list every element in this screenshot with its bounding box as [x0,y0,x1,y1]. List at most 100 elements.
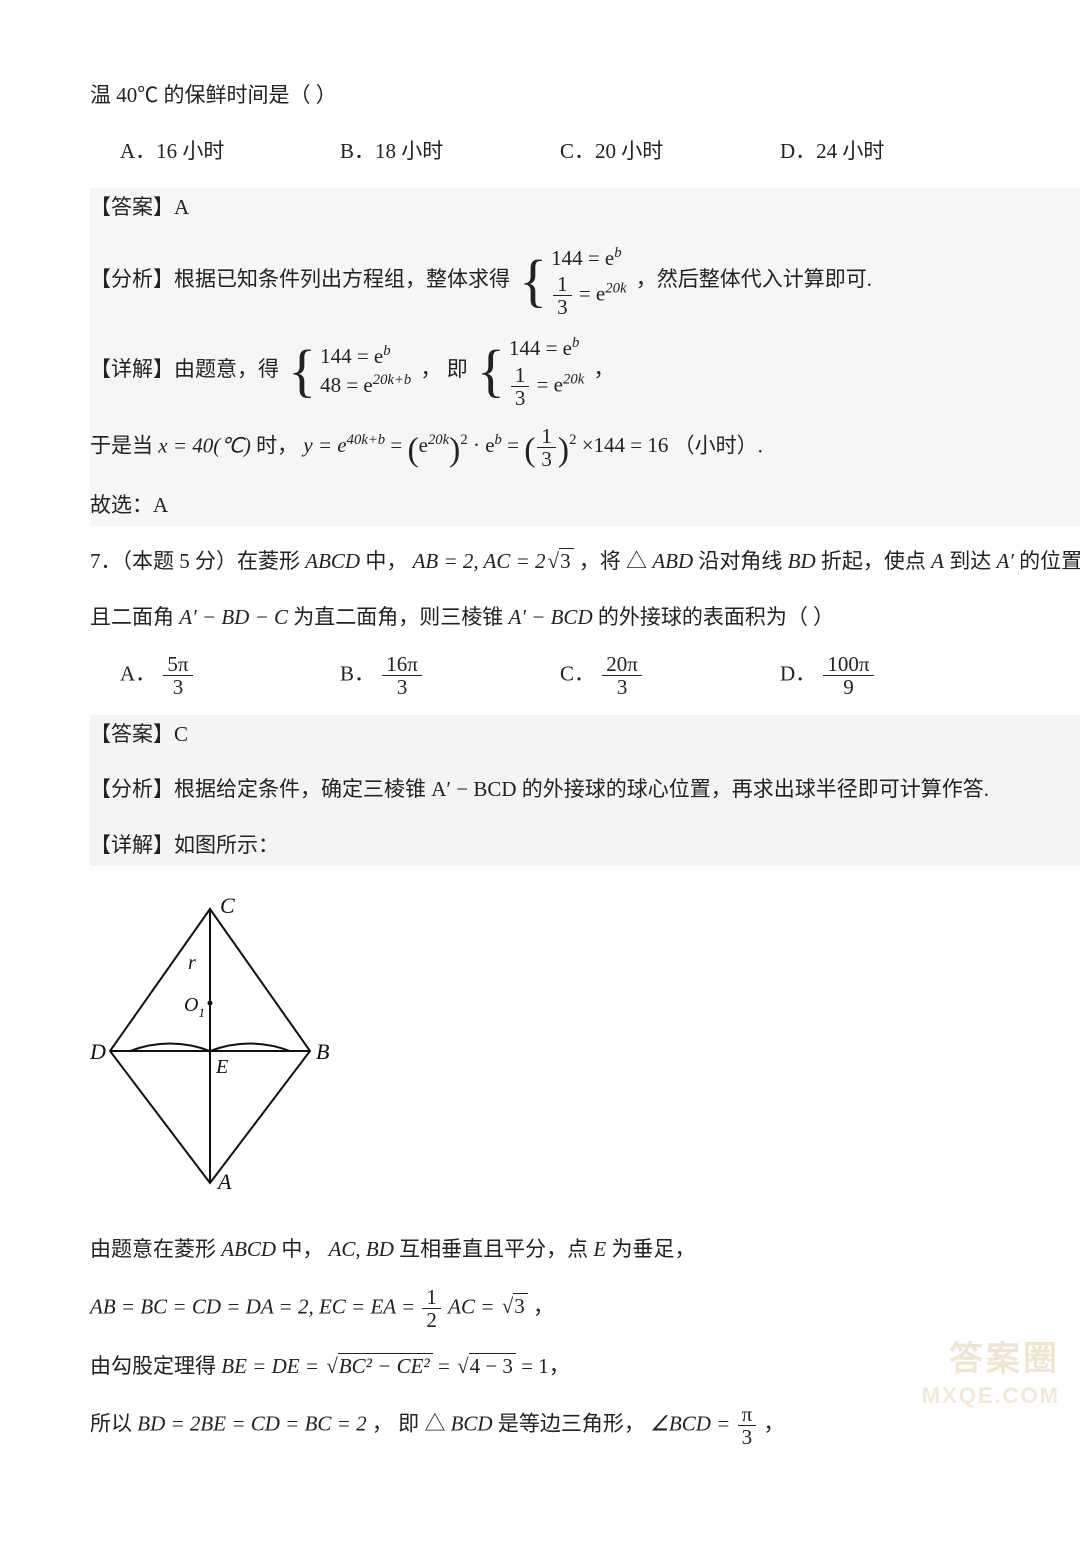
q7-p4a: 所以 [90,1411,137,1435]
q7-p4g: ， [763,1411,784,1435]
y-sup1: 40k+b [347,432,385,448]
sys-a-r2-sup: 20k [605,280,626,296]
q7-abd: ABD [652,549,693,573]
y-dotsup: b [495,432,502,448]
diagram-label-D: D [90,1039,106,1064]
q7-p2-fn: 1 [422,1286,441,1308]
sys-c-r2-num: 1 [511,364,530,386]
q7-opt-d: D． 100π9 [780,653,1000,698]
svg-text:O1: O1 [184,994,205,1020]
y-p1sup: 20k [428,432,449,448]
q6-line2-x: x = 40(℃) [158,433,251,457]
q7-p1d: 互相垂直且平分，点 [399,1237,593,1261]
q7-answer: 【答案】C [90,715,1080,755]
y-eq2: = [507,433,524,457]
y-sq2sup: 2 [569,432,576,448]
q7-p1-abcd: ABCD [221,1237,276,1261]
diagram-label-O1: O [184,994,198,1016]
q6-analysis-suffix: ，然后整体代入计算即可. [636,267,872,291]
q7-p3c: = [438,1354,455,1378]
q6-analysis: 【分析】根据已知条件列出方程组，整体求得 { 144 = eb 13 = e20… [90,244,1080,318]
diagram-label-A: A [216,1169,232,1191]
q7-p4c: ， 即 △ [372,1411,446,1435]
sys-c-r2-den: 3 [511,386,530,409]
sys-c-r2-rhs: = e [537,372,563,396]
sys-a-r2-rhs: = e [579,281,605,305]
q6-line2: 于是当 x = 40(℃) 时， y = e40k+b = (e20k)2 · … [90,425,1080,470]
q6-line2-tail: （小时）. [674,433,763,457]
q7-p1a: 由题意在菱形 [90,1237,221,1261]
sys-a-r1: 144 = e [551,246,614,270]
q7-opt-c: C． 20π3 [560,653,780,698]
q6-detail: 【详解】由题意，得 { 144 = eb 48 = e20k+b ， 即 { 1… [90,334,1080,408]
q6-line2-mid: 时， [256,433,303,457]
q6-detail-sys1: { 144 = eb 48 = e20k+b [288,342,411,401]
q6-detail-prefix: 【详解】由题意，得 [90,357,279,381]
q7-bd: BD [788,549,816,573]
q7-d-pre: D． [780,662,816,686]
q6-answer: 【答案】A [90,188,1080,228]
q7-p2-fd: 2 [422,1308,441,1331]
q7-b-den: 3 [382,675,422,698]
q7-Ap: A′ [996,549,1013,573]
q7-l2c: 的外接球的表面积为（ ） [598,605,834,629]
sys-b-r1: 144 = e [320,344,383,368]
q7-p2-tail: ， [533,1294,554,1318]
diagram-label-C: C [220,893,235,918]
diagram-label-O1-sub: 1 [198,1005,205,1020]
q7-b-num: 16π [382,653,422,675]
sys-b-r2: 48 = e [320,373,373,397]
q7-l2a: 且二面角 [90,605,179,629]
q7-p2-lhs: AB = BC = CD = DA = 2, EC = EA = [90,1294,420,1318]
sys-a-r1-sup: b [614,245,621,261]
q7-b-pre: B． [340,662,375,686]
q7-p1e: E [593,1237,606,1261]
q6-detail-mid: ， 即 [420,357,467,381]
q7-opt-b: B． 16π3 [340,653,560,698]
sys-c-r2-sup: 20k [563,371,584,387]
q7-abcd: ABCD [305,549,360,573]
q7-t6: 到达 [949,549,996,573]
q7-a-den: 3 [163,675,192,698]
rhombus-fold-diagram: C r O1 D E B A [90,891,330,1191]
q7-A: A [931,549,944,573]
q7-p3d: = 1， [521,1354,570,1378]
y-tail: ×144 = 16 [582,433,674,457]
q7-a-pre: A． [120,662,156,686]
q7-line2: 且二面角 A′ − BD − C 为直二面角，则三棱锥 A′ − BCD 的外接… [90,598,1080,638]
y-p1: e [419,433,428,457]
y-sqsup: 2 [460,432,467,448]
q7-a-num: 5π [163,653,192,675]
q7-options: A． 5π3 B． 16π3 C． 20π3 D． 100π9 [120,653,1080,698]
q6-opt-b: B．18 小时 [340,132,560,172]
q7-line1: 7．（本题 5 分）在菱形 ABCD 中， AB = 2, AC = 2√3 ，… [90,542,1080,582]
q7-t1: 7．（本题 5 分）在菱形 [90,549,305,573]
y-lhs: y = e [303,433,346,457]
q7-p4-fn: π [738,1403,757,1425]
q6-opt-d: D．24 小时 [780,132,1000,172]
sys-b-r2-sup: 20k+b [373,372,411,388]
q7-p2-mid: AC = [448,1294,500,1318]
q6-detail-sys2: { 144 = eb 13 = e20k [477,334,584,408]
diagram-label-E: E [215,1056,228,1078]
q7-c-num: 20π [602,653,642,675]
q6-y-expr: y = e40k+b = (e20k)2 · eb = (13)2 ×144 =… [303,433,673,457]
q7-p4b: BD = 2BE = CD = BC = 2 [137,1411,366,1435]
q7-p1: 由题意在菱形 ABCD 中， AC, BD 互相垂直且平分，点 E 为垂足， [90,1230,1080,1270]
q7-opt-a: A． 5π3 [120,653,340,698]
sys-c-r1-sup: b [572,335,579,351]
q7-c-den: 3 [602,675,642,698]
y-fnum: 1 [537,425,556,447]
diagram-label-r: r [188,952,196,974]
q6-options: A．16 小时 B．18 小时 C．20 小时 D．24 小时 [120,132,1080,172]
q6-opt-c: C．20 小时 [560,132,780,172]
q7-diagram: C r O1 D E B A [90,891,1080,1205]
q7-t7: 的位置， [1019,549,1080,573]
y-dot: · e [473,433,495,457]
q7-sqrt3: 3 [559,548,574,573]
q7-c-pre: C． [560,662,595,686]
q7-p4d: BCD [451,1411,493,1435]
q7-t5: 折起，使点 [821,549,931,573]
q7-p1b: 中， [281,1237,328,1261]
q7-dihedral: A′ − BD − C [179,605,288,629]
